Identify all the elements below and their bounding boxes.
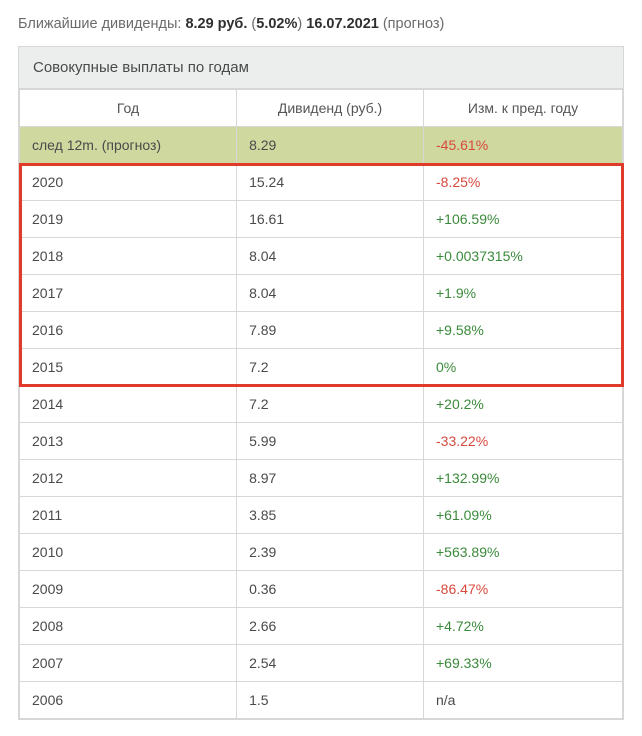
nearest-dividend-summary: Ближайшие дивиденды: 8.29 руб. (5.02%) 1… xyxy=(18,16,624,32)
summary-amount: 8.29 руб. xyxy=(185,16,247,32)
summary-suffix: (прогноз) xyxy=(379,16,445,32)
summary-close-paren: ) xyxy=(297,16,306,32)
dividends-table-container: Совокупные выплаты по годам Год Дивиденд… xyxy=(18,46,624,720)
table-row: 20082.66+4.72% xyxy=(20,608,623,645)
cell-year: 2013 xyxy=(20,423,237,460)
cell-change: 0% xyxy=(424,349,623,386)
cell-dividend: 16.61 xyxy=(237,201,424,238)
cell-dividend: 8.04 xyxy=(237,238,424,275)
table-row: след 12m. (прогноз)8.29-45.61% xyxy=(20,127,623,164)
table-row: 202015.24-8.25% xyxy=(20,164,623,201)
cell-dividend: 8.29 xyxy=(237,127,424,164)
table-row: 20135.99-33.22% xyxy=(20,423,623,460)
table-header-row: Год Дивиденд (руб.) Изм. к пред. году xyxy=(20,90,623,127)
cell-dividend: 2.39 xyxy=(237,534,424,571)
cell-dividend: 7.2 xyxy=(237,349,424,386)
dividends-table: Год Дивиденд (руб.) Изм. к пред. году сл… xyxy=(19,89,623,719)
cell-change: +20.2% xyxy=(424,386,623,423)
cell-change: -45.61% xyxy=(424,127,623,164)
cell-year: 2012 xyxy=(20,460,237,497)
table-row: 20113.85+61.09% xyxy=(20,497,623,534)
col-dividend: Дивиденд (руб.) xyxy=(237,90,424,127)
cell-year: 2017 xyxy=(20,275,237,312)
col-year: Год xyxy=(20,90,237,127)
cell-change: +1.9% xyxy=(424,275,623,312)
cell-change: +132.99% xyxy=(424,460,623,497)
cell-year: 2011 xyxy=(20,497,237,534)
cell-change: +4.72% xyxy=(424,608,623,645)
summary-yield: 5.02% xyxy=(256,16,297,32)
cell-change: -8.25% xyxy=(424,164,623,201)
table-row: 201916.61+106.59% xyxy=(20,201,623,238)
cell-dividend: 0.36 xyxy=(237,571,424,608)
summary-prefix: Ближайшие дивиденды: xyxy=(18,16,185,32)
cell-dividend: 3.85 xyxy=(237,497,424,534)
cell-dividend: 5.99 xyxy=(237,423,424,460)
cell-year: след 12m. (прогноз) xyxy=(20,127,237,164)
table-row: 20072.54+69.33% xyxy=(20,645,623,682)
cell-year: 2014 xyxy=(20,386,237,423)
table-body: след 12m. (прогноз)8.29-45.61%202015.24-… xyxy=(20,127,623,719)
cell-change: n/a xyxy=(424,682,623,719)
table-title: Совокупные выплаты по годам xyxy=(19,47,623,89)
cell-change: -33.22% xyxy=(424,423,623,460)
table-row: 20128.97+132.99% xyxy=(20,460,623,497)
cell-year: 2006 xyxy=(20,682,237,719)
cell-year: 2018 xyxy=(20,238,237,275)
cell-change: +69.33% xyxy=(424,645,623,682)
table-row: 20061.5n/a xyxy=(20,682,623,719)
cell-change: -86.47% xyxy=(424,571,623,608)
cell-year: 2019 xyxy=(20,201,237,238)
cell-dividend: 2.54 xyxy=(237,645,424,682)
cell-year: 2009 xyxy=(20,571,237,608)
cell-dividend: 15.24 xyxy=(237,164,424,201)
cell-dividend: 2.66 xyxy=(237,608,424,645)
table-row: 20147.2+20.2% xyxy=(20,386,623,423)
col-change: Изм. к пред. году xyxy=(424,90,623,127)
table-row: 20102.39+563.89% xyxy=(20,534,623,571)
cell-change: +9.58% xyxy=(424,312,623,349)
cell-change: +106.59% xyxy=(424,201,623,238)
cell-change: +563.89% xyxy=(424,534,623,571)
table-row: 20090.36-86.47% xyxy=(20,571,623,608)
table-row: 20188.04+0.0037315% xyxy=(20,238,623,275)
cell-dividend: 1.5 xyxy=(237,682,424,719)
cell-dividend: 7.2 xyxy=(237,386,424,423)
summary-date: 16.07.2021 xyxy=(306,16,379,32)
cell-dividend: 8.04 xyxy=(237,275,424,312)
cell-year: 2008 xyxy=(20,608,237,645)
table-row: 20167.89+9.58% xyxy=(20,312,623,349)
table-row: 20178.04+1.9% xyxy=(20,275,623,312)
cell-dividend: 7.89 xyxy=(237,312,424,349)
summary-open-paren: ( xyxy=(247,16,256,32)
cell-year: 2007 xyxy=(20,645,237,682)
cell-year: 2020 xyxy=(20,164,237,201)
cell-change: +0.0037315% xyxy=(424,238,623,275)
cell-year: 2016 xyxy=(20,312,237,349)
cell-change: +61.09% xyxy=(424,497,623,534)
cell-year: 2010 xyxy=(20,534,237,571)
table-row: 20157.20% xyxy=(20,349,623,386)
cell-dividend: 8.97 xyxy=(237,460,424,497)
cell-year: 2015 xyxy=(20,349,237,386)
